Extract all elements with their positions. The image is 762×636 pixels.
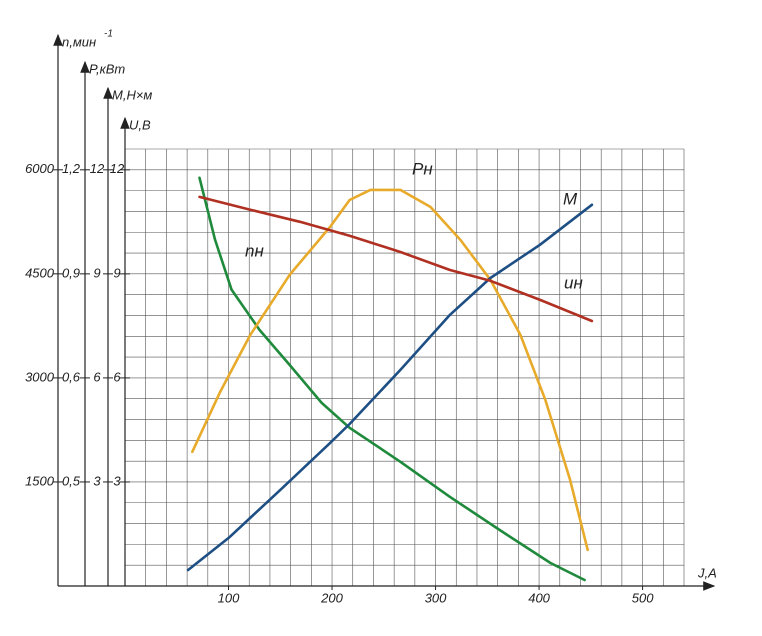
y-tick-label: 4500 — [25, 265, 55, 280]
curve-label: M — [563, 189, 578, 208]
y-tick-label: 3000 — [25, 369, 55, 384]
y-tick-label: 0,5 — [62, 473, 81, 488]
y-axis-label: M,Н×м — [112, 87, 152, 102]
curve-label: nн — [245, 241, 264, 260]
x-tick-label: 400 — [528, 590, 550, 605]
y-tick-label: 1500 — [25, 473, 55, 488]
y-tick-label: 0,9 — [62, 265, 80, 280]
curve — [186, 203, 594, 572]
x-tick-label: 100 — [218, 590, 240, 605]
y-tick-label: 12 — [90, 161, 105, 176]
curve — [191, 188, 589, 552]
curve-label: Pн — [412, 159, 433, 178]
y-axis-label: P,кВт — [89, 61, 125, 76]
y-tick-label: 9 — [93, 265, 100, 280]
x-tick-label: 200 — [320, 590, 343, 605]
y-tick-label: 6 — [113, 369, 121, 384]
y-tick-label: 9 — [113, 265, 120, 280]
x-axis-label: J,A — [697, 565, 717, 580]
y-tick-label: 3 — [93, 473, 101, 488]
y-tick-label: 6000 — [25, 161, 55, 176]
y-tick-label: 0,6 — [62, 369, 81, 384]
x-tick-label: 500 — [632, 590, 654, 605]
x-tick-label: 300 — [425, 590, 447, 605]
y-tick-label: 12 — [110, 161, 125, 176]
y-tick-label: 1,2 — [62, 161, 81, 176]
y-axis-label: n,мин — [62, 34, 96, 49]
curve — [198, 176, 586, 582]
y-axis-label: U,B — [129, 117, 151, 132]
curve — [198, 195, 594, 323]
y-tick-label: 6 — [93, 369, 101, 384]
y-tick-label: 3 — [113, 473, 121, 488]
y-axis-label-sup: -1 — [104, 29, 113, 40]
curve-label: uн — [564, 273, 583, 292]
